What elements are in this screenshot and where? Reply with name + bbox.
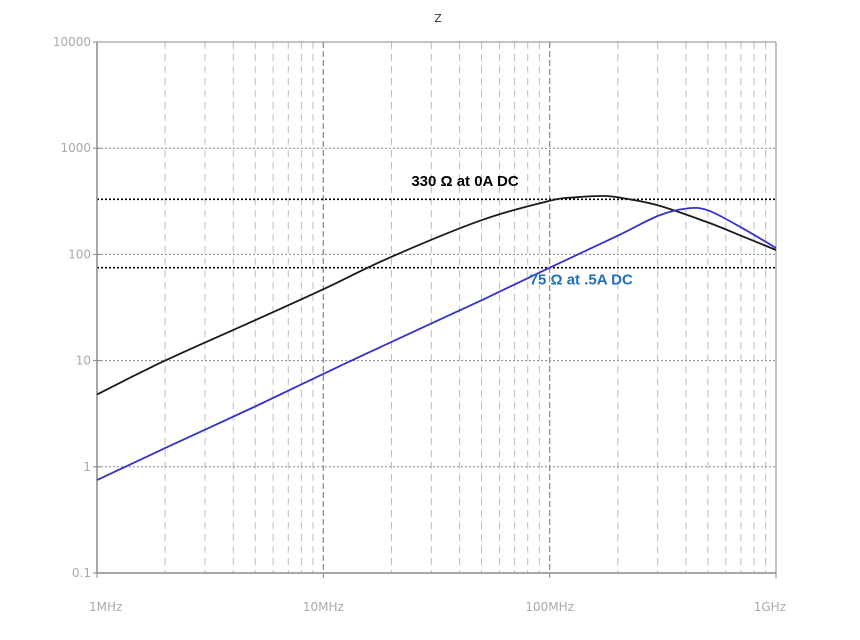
x-tick-label: 1GHz [754,600,786,614]
series-line-0A [96,195,777,396]
y-tick-label: 0.1 [72,566,91,580]
x-tick-label: 100MHz [525,600,574,614]
annotation-75-ohm: 75 Ω at .5A DC [530,272,633,289]
axes: 10000 1000 100 10 1 0.1 1MHz 10MHz 100MHz 1GHz [53,35,786,614]
labels: 330 Ω at 0A DC 75 Ω at .5A DC [411,173,633,288]
x-tick-label: 1MHz [89,600,122,614]
y-tick-label: 1000 [60,141,91,155]
reference-lines [97,198,776,269]
y-tick-label: 10 [76,354,91,368]
y-tick-label: 100 [68,247,91,261]
y-tick-label: 10000 [53,35,91,49]
x-tick-label: 10MHz [303,600,344,614]
annotation-330-ohm: 330 Ω at 0A DC [411,173,519,190]
y-tick-label: 1 [83,460,91,474]
chart-title: Z [434,12,442,25]
grid [97,42,776,573]
series-line-0.5A [96,206,777,481]
series [96,195,777,481]
